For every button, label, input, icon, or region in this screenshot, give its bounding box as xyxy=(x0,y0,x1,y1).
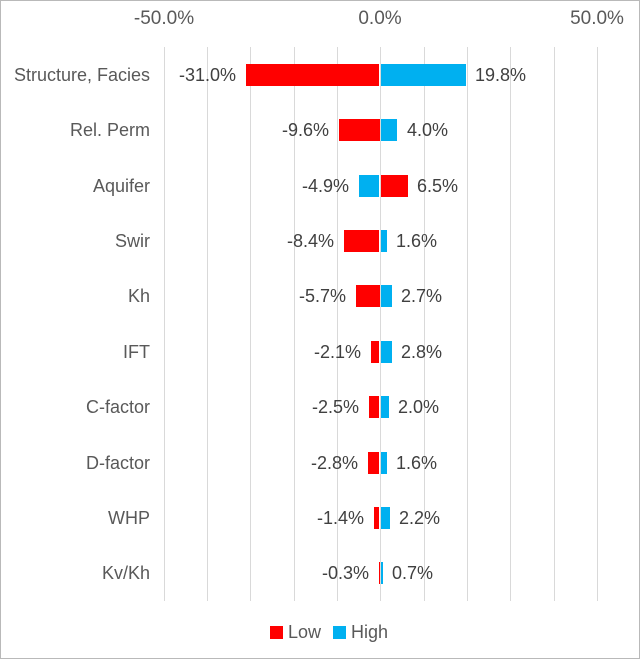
positive-value-label: 2.8% xyxy=(401,342,443,362)
gridline xyxy=(424,47,425,601)
positive-value-label: 19.8% xyxy=(475,65,527,85)
x-axis-tick-label: 0.0% xyxy=(358,8,402,29)
gridline xyxy=(337,47,338,601)
gridline xyxy=(554,47,555,601)
bar-high xyxy=(381,119,397,141)
legend-label: Low xyxy=(287,622,321,642)
negative-value-label: -9.6% xyxy=(281,120,329,140)
negative-value-label: -2.1% xyxy=(313,342,361,362)
legend: Low High xyxy=(1,618,639,646)
positive-value-label: 0.7% xyxy=(392,563,434,583)
legend-label: High xyxy=(351,622,389,642)
bar-high xyxy=(381,285,392,307)
positive-value-label: 1.6% xyxy=(396,231,438,251)
gridline xyxy=(510,47,511,601)
negative-value-label: -0.3% xyxy=(321,563,369,583)
negative-value-label: -5.7% xyxy=(298,286,346,306)
bar-low xyxy=(356,285,380,307)
category-label: WHP xyxy=(108,508,150,528)
category-label: Kh xyxy=(127,286,150,306)
category-label: Kv/Kh xyxy=(101,563,150,583)
category-label: Structure, Facies xyxy=(13,65,150,85)
category-label: C-factor xyxy=(85,397,150,417)
negative-value-label: -1.4% xyxy=(316,508,364,528)
positive-value-label: 2.7% xyxy=(401,286,443,306)
gridline xyxy=(597,47,598,601)
x-axis-tick-label: -50.0% xyxy=(133,8,195,29)
bar-low xyxy=(368,452,379,474)
bar-low xyxy=(339,119,380,141)
legend-marker-low xyxy=(269,625,283,639)
bar-low xyxy=(381,175,408,197)
gridline xyxy=(250,47,251,601)
bar-low xyxy=(374,507,379,529)
gridline xyxy=(467,47,468,601)
bar-low xyxy=(371,341,379,363)
legend-marker-high xyxy=(333,625,346,639)
bar-high xyxy=(381,64,466,86)
bar-low xyxy=(379,562,380,584)
gridline xyxy=(207,47,208,601)
positive-value-label: 4.0% xyxy=(407,120,449,140)
category-label: IFT xyxy=(123,342,150,362)
bar-low xyxy=(369,396,379,418)
bar-low xyxy=(246,64,379,86)
legend-item-low: Low xyxy=(269,622,321,642)
negative-value-label: -2.5% xyxy=(311,397,359,417)
gridline xyxy=(380,47,381,601)
bar-high xyxy=(359,175,379,197)
bar-high xyxy=(381,507,390,529)
category-label: Swir xyxy=(115,231,150,251)
gridline xyxy=(294,47,295,601)
category-label: Rel. Perm xyxy=(69,120,150,140)
bar-high xyxy=(381,341,392,363)
bar-high xyxy=(381,562,383,584)
positive-value-label: 1.6% xyxy=(396,453,438,473)
gridline xyxy=(164,47,165,601)
legend-item-high: High xyxy=(333,622,388,642)
positive-value-label: 2.0% xyxy=(398,397,440,417)
bar-low xyxy=(344,230,379,252)
negative-value-label: -4.9% xyxy=(301,176,349,196)
category-label: D-factor xyxy=(85,453,150,473)
bar-high xyxy=(381,230,387,252)
negative-value-label: -31.0% xyxy=(178,65,236,85)
negative-value-label: -2.8% xyxy=(310,453,358,473)
category-label: Aquifer xyxy=(92,176,150,196)
positive-value-label: 2.2% xyxy=(399,508,441,528)
bar-high xyxy=(381,396,389,418)
x-axis-tick-label: 50.0% xyxy=(570,8,624,29)
bar-high xyxy=(381,452,387,474)
positive-value-label: 6.5% xyxy=(417,176,459,196)
negative-value-label: -8.4% xyxy=(286,231,334,251)
